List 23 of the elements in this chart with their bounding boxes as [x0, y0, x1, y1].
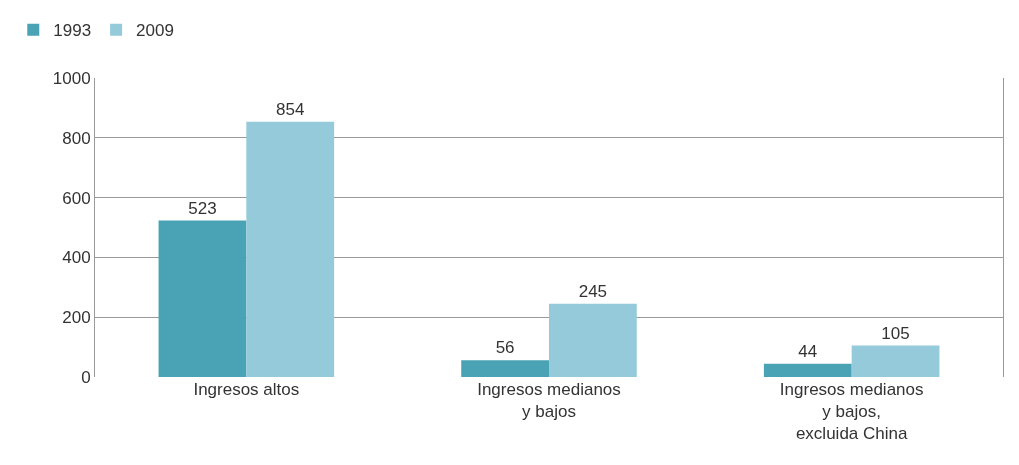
bar	[246, 121, 335, 377]
legend-label: 1993	[53, 21, 92, 41]
bar	[461, 360, 549, 377]
y-tick-label: 400	[62, 248, 91, 268]
bar	[763, 363, 852, 377]
data-label: 854	[276, 99, 305, 119]
x-tick-label: Ingresos medianos y bajos	[477, 380, 621, 422]
bar	[158, 220, 247, 377]
legend-label: 2009	[136, 21, 174, 41]
x-tick-label: Ingresos medianos y bajos, excluida China	[779, 380, 924, 444]
y-tick-label: 200	[62, 308, 91, 328]
data-label: 245	[578, 281, 608, 301]
data-label: 44	[798, 341, 818, 361]
y-tick-label: 1000	[52, 68, 91, 88]
y-tick-label: 600	[62, 188, 91, 208]
y-tick-label: 800	[62, 128, 91, 148]
bar	[549, 303, 637, 377]
data-label: 56	[495, 338, 515, 358]
y-tick-label: 0	[81, 367, 91, 387]
bar	[851, 345, 940, 377]
data-label: 523	[188, 198, 217, 218]
data-label: 105	[881, 323, 910, 343]
x-tick-label: Ingresos altos	[193, 380, 300, 399]
